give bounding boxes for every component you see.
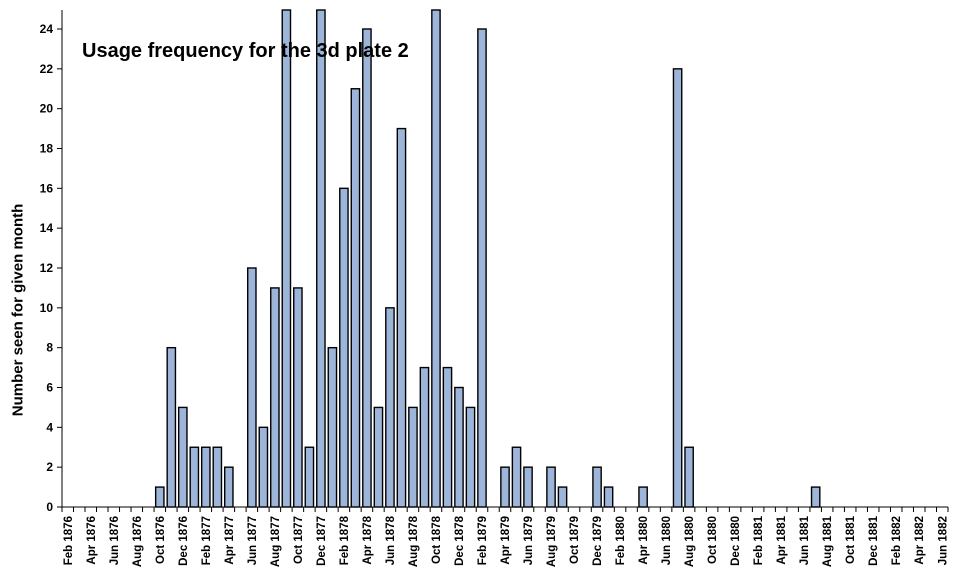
x-tick-label: Dec 1880: [730, 516, 742, 566]
x-tick-label: Feb 1877: [201, 516, 213, 565]
bar-apr-1879: [500, 466, 510, 508]
x-tick-label: Feb 1880: [615, 516, 627, 565]
y-tick-label: 24: [40, 22, 54, 36]
bar-sep-1877: [281, 9, 292, 508]
x-tick-label: Oct 1879: [569, 516, 581, 564]
bar-oct-1876: [154, 486, 165, 508]
bar-aug-1880: [684, 446, 694, 508]
x-tick-label: Apr 1881: [776, 515, 788, 564]
x-tick-label: Feb 1882: [891, 516, 903, 565]
y-tick-label: 8: [46, 341, 53, 355]
bar-sep-1878: [419, 366, 430, 508]
y-tick-label: 22: [40, 62, 54, 76]
x-tick-label: Apr 1876: [86, 516, 98, 565]
x-tick-label: Apr 1879: [500, 516, 512, 565]
x-tick-label: Apr 1880: [638, 516, 650, 565]
bar-dec-1878: [454, 386, 464, 508]
x-tick-label: Jun 1879: [523, 516, 535, 565]
x-tick-label: Jun 1878: [385, 515, 397, 565]
bar-mar-1878: [350, 88, 361, 508]
bar-jul-1880: [672, 68, 683, 508]
x-tick-label: Feb 1881: [753, 515, 765, 565]
x-tick-label: Jun 1877: [247, 516, 259, 565]
x-tick-label: Oct 1880: [707, 516, 719, 564]
bar-jun-1878: [385, 307, 395, 508]
bar-jan-1878: [327, 346, 338, 508]
y-tick-label: 12: [40, 261, 54, 275]
bar-mar-1877: [212, 446, 223, 508]
x-tick-label: Apr 1877: [224, 516, 236, 565]
x-tick-label: Aug 1880: [684, 516, 696, 567]
bar-feb-1878: [339, 187, 349, 508]
y-tick-label: 0: [46, 500, 53, 514]
bar-aug-1878: [408, 406, 418, 508]
x-tick-label: Aug 1876: [132, 516, 144, 567]
bar-aug-1879: [546, 466, 556, 508]
bar-may-1878: [373, 406, 384, 508]
x-tick-label: Aug 1881: [822, 515, 834, 567]
y-tick-label: 20: [40, 102, 54, 116]
x-tick-label: Jun 1876: [109, 516, 121, 565]
x-tick-label: Dec 1877: [316, 516, 328, 566]
bar-dec-1877: [316, 9, 326, 508]
x-tick-label: Feb 1879: [477, 516, 489, 565]
x-tick-label: Apr 1878: [362, 515, 374, 564]
x-tick-label: Aug 1879: [546, 516, 558, 567]
y-tick-label: 6: [46, 381, 53, 395]
bar-apr-1878: [362, 28, 372, 508]
x-tick-label: Jun 1880: [661, 516, 673, 565]
bars-group: [154, 9, 821, 508]
bar-aug-1877: [270, 287, 280, 508]
bar-jul-1881: [810, 486, 821, 508]
x-tick-label: Jun 1882: [937, 516, 949, 565]
x-tick-label: Dec 1879: [592, 516, 604, 566]
bar-sep-1879: [557, 486, 568, 508]
x-tick-label: Aug 1878: [408, 515, 420, 567]
y-tick-label: 14: [40, 221, 54, 235]
bar-may-1879: [511, 446, 522, 508]
bar-nov-1878: [442, 366, 453, 508]
x-tick-label: Oct 1876: [155, 516, 167, 564]
bar-jun-1877: [247, 267, 257, 508]
x-tick-label: Jun 1881: [799, 515, 811, 565]
bar-apr-1880: [638, 486, 648, 508]
x-tick-label: Feb 1878: [339, 515, 351, 565]
bar-jul-1877: [258, 426, 269, 508]
x-ticks-group: Feb 1876 Apr 1876 Jun 1876 Aug 1876 Oct 1876…: [61, 507, 949, 567]
bar-jul-1878: [396, 127, 407, 508]
x-tick-label: Aug 1877: [270, 516, 282, 567]
x-tick-label: Dec 1876: [178, 516, 190, 566]
bar-jan-1879: [465, 406, 476, 508]
y-axis-label: Number seen for given month: [9, 203, 27, 417]
x-tick-label: Dec 1881: [868, 515, 880, 565]
y-tick-label: 10: [40, 301, 54, 315]
bar-oct-1878: [431, 9, 441, 508]
y-tick-label: 16: [40, 181, 54, 195]
bar-feb-1879: [477, 28, 487, 508]
bar-feb-1877: [200, 446, 211, 508]
bar-jan-1877: [189, 446, 200, 508]
y-tick-label: 2: [46, 460, 53, 474]
y-tick-label: 18: [40, 142, 54, 156]
chart-title: Usage frequency for the 3d plate 2: [82, 40, 409, 62]
bar-nov-1877: [304, 446, 315, 508]
bar-apr-1877: [223, 466, 234, 508]
x-tick-label: Apr 1882: [914, 516, 926, 565]
x-tick-label: Oct 1878: [431, 515, 443, 564]
y-tick-label: 4: [46, 420, 53, 434]
x-tick-label: Feb 1876: [63, 516, 75, 565]
x-tick-label: Oct 1881: [845, 515, 857, 564]
bar-jan-1880: [603, 486, 614, 508]
bar-dec-1876: [177, 406, 188, 508]
x-tick-label: Oct 1877: [293, 516, 305, 564]
bar-jun-1879: [523, 466, 533, 508]
bar-dec-1879: [592, 466, 602, 508]
bar-nov-1876: [166, 346, 177, 508]
bar-oct-1877: [293, 287, 303, 508]
x-tick-label: Dec 1878: [454, 515, 466, 565]
